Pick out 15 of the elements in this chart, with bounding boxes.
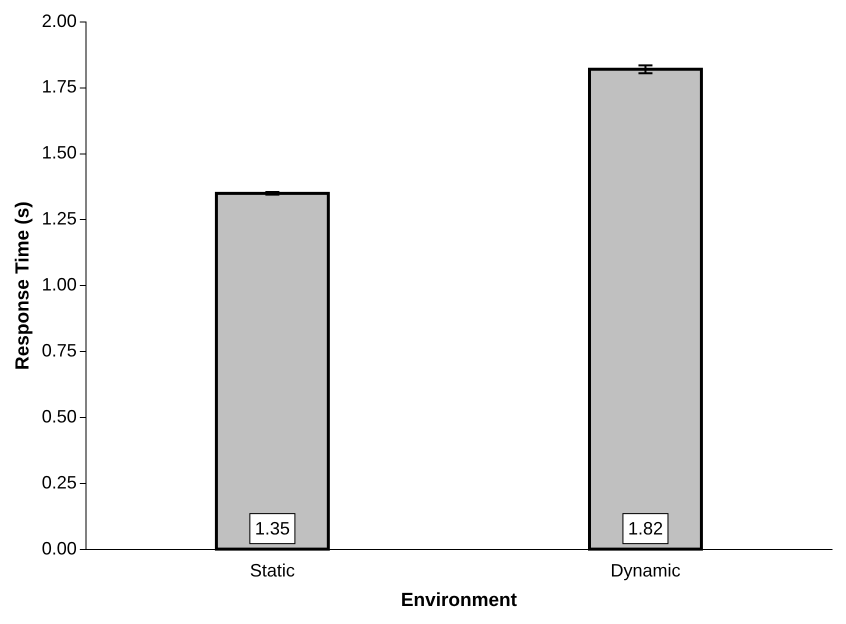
y-tick-label: 1.50 xyxy=(42,142,77,163)
data-label: 1.82 xyxy=(628,518,663,539)
x-tick-label: Static xyxy=(250,560,295,580)
y-tick-label: 0.00 xyxy=(42,538,77,559)
y-tick-label: 0.25 xyxy=(42,472,77,493)
y-axis-title: Response Time (s) xyxy=(12,201,34,370)
y-tick-label: 0.75 xyxy=(42,340,77,361)
y-tick-label: 0.50 xyxy=(42,406,77,427)
y-tick-label: 1.25 xyxy=(42,208,77,229)
x-axis-title: Environment xyxy=(400,590,518,611)
y-tick-label: 2.00 xyxy=(42,10,77,31)
data-label: 1.35 xyxy=(254,518,290,539)
y-tick-label: 1.75 xyxy=(42,76,77,97)
x-tick-label: Dynamic xyxy=(610,560,680,580)
y-tick-label: 1.00 xyxy=(42,274,77,295)
